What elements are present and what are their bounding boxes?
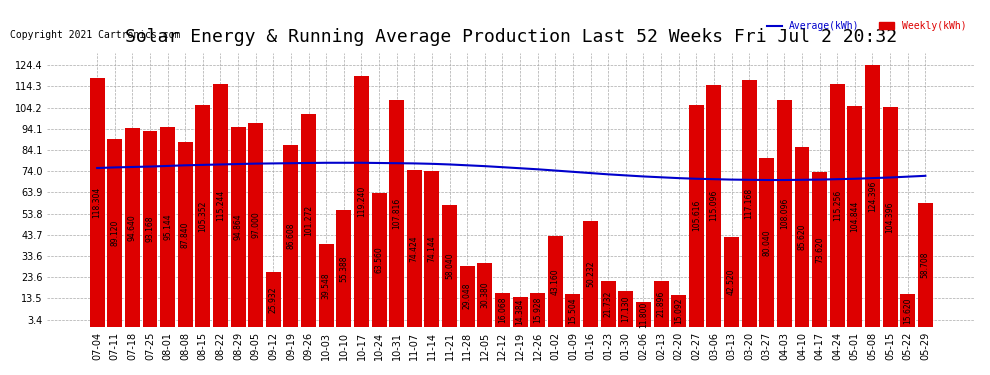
Bar (565, 294, 580, 327)
Text: 15.504: 15.504 (568, 297, 577, 324)
Bar (213, 84, 228, 327)
Bar (513, 297, 528, 327)
Bar (883, 107, 898, 327)
Bar (459, 266, 474, 327)
Bar (389, 100, 404, 327)
Text: 87.840: 87.840 (181, 221, 190, 248)
Text: 43.160: 43.160 (550, 268, 559, 295)
Text: 14.384: 14.384 (516, 298, 525, 325)
Bar (847, 106, 862, 327)
Bar (689, 105, 704, 327)
Bar (443, 205, 457, 327)
Bar (777, 99, 792, 327)
Bar (671, 295, 686, 327)
Bar (90, 78, 105, 327)
Text: Copyright 2021 Cartronics.com: Copyright 2021 Cartronics.com (10, 30, 180, 39)
Bar (795, 147, 810, 327)
Text: 21.896: 21.896 (656, 291, 665, 317)
Text: 11.800: 11.800 (639, 301, 647, 327)
Text: 15.928: 15.928 (534, 297, 543, 323)
Bar (319, 244, 334, 327)
Text: 94.640: 94.640 (128, 214, 137, 241)
Bar (812, 172, 827, 327)
Text: 115.244: 115.244 (216, 190, 225, 221)
Text: 25.932: 25.932 (269, 286, 278, 313)
Bar (742, 80, 756, 327)
Bar (918, 203, 933, 327)
Text: 104.396: 104.396 (886, 201, 895, 233)
Text: 39.548: 39.548 (322, 272, 331, 298)
Text: 97.000: 97.000 (251, 211, 260, 238)
Text: 95.144: 95.144 (163, 213, 172, 240)
Bar (301, 114, 316, 327)
Text: 16.068: 16.068 (498, 297, 507, 323)
Bar (266, 272, 281, 327)
Text: 105.616: 105.616 (692, 200, 701, 231)
Bar (371, 193, 386, 327)
Text: 50.232: 50.232 (586, 261, 595, 287)
Text: 115.096: 115.096 (710, 190, 719, 222)
Text: 107.816: 107.816 (392, 198, 401, 229)
Bar (143, 131, 157, 327)
Text: 117.168: 117.168 (744, 188, 753, 219)
Text: 15.092: 15.092 (674, 298, 683, 324)
Bar (830, 84, 844, 327)
Legend: Average(kWh), Weekly(kWh): Average(kWh), Weekly(kWh) (763, 17, 970, 35)
Bar (407, 170, 422, 327)
Title: Solar Energy & Running Average Production Last 52 Weeks Fri Jul 2 20:32: Solar Energy & Running Average Productio… (125, 28, 897, 46)
Bar (195, 105, 210, 327)
Text: 124.396: 124.396 (868, 180, 877, 212)
Bar (283, 145, 298, 327)
Text: 55.388: 55.388 (340, 255, 348, 282)
Text: 29.048: 29.048 (462, 283, 471, 309)
Bar (231, 128, 246, 327)
Bar (337, 210, 351, 327)
Bar (583, 221, 598, 327)
Bar (707, 85, 722, 327)
Text: 101.272: 101.272 (304, 205, 313, 236)
Text: 104.844: 104.844 (850, 201, 859, 232)
Text: 58.708: 58.708 (921, 252, 930, 278)
Text: 86.608: 86.608 (286, 222, 295, 249)
Text: 73.620: 73.620 (815, 236, 824, 262)
Bar (107, 140, 122, 327)
Text: 74.424: 74.424 (410, 235, 419, 262)
Text: 80.040: 80.040 (762, 230, 771, 256)
Text: 118.304: 118.304 (93, 187, 102, 218)
Text: 58.040: 58.040 (446, 252, 454, 279)
Text: 42.520: 42.520 (727, 269, 736, 296)
Bar (601, 281, 616, 327)
Bar (125, 128, 140, 327)
Bar (619, 291, 634, 327)
Bar (248, 123, 263, 327)
Text: 15.620: 15.620 (903, 297, 912, 324)
Bar (160, 127, 175, 327)
Text: 89.120: 89.120 (110, 220, 119, 246)
Text: 63.560: 63.560 (374, 247, 383, 273)
Bar (354, 76, 369, 327)
Bar (425, 171, 440, 327)
Bar (636, 302, 650, 327)
Text: 17.130: 17.130 (622, 296, 631, 322)
Bar (495, 293, 510, 327)
Text: 21.732: 21.732 (604, 291, 613, 317)
Bar (724, 237, 739, 327)
Bar (531, 293, 545, 327)
Bar (865, 65, 880, 327)
Text: 119.240: 119.240 (357, 186, 366, 217)
Bar (653, 281, 668, 327)
Text: 115.256: 115.256 (833, 190, 841, 221)
Text: 108.096: 108.096 (780, 198, 789, 229)
Bar (178, 142, 193, 327)
Bar (900, 294, 915, 327)
Text: 105.352: 105.352 (198, 200, 207, 232)
Text: 30.380: 30.380 (480, 282, 489, 308)
Text: 94.864: 94.864 (234, 214, 243, 240)
Text: 85.620: 85.620 (798, 224, 807, 250)
Text: 93.168: 93.168 (146, 216, 154, 242)
Bar (477, 263, 492, 327)
Bar (547, 236, 562, 327)
Bar (759, 159, 774, 327)
Text: 74.144: 74.144 (428, 236, 437, 262)
